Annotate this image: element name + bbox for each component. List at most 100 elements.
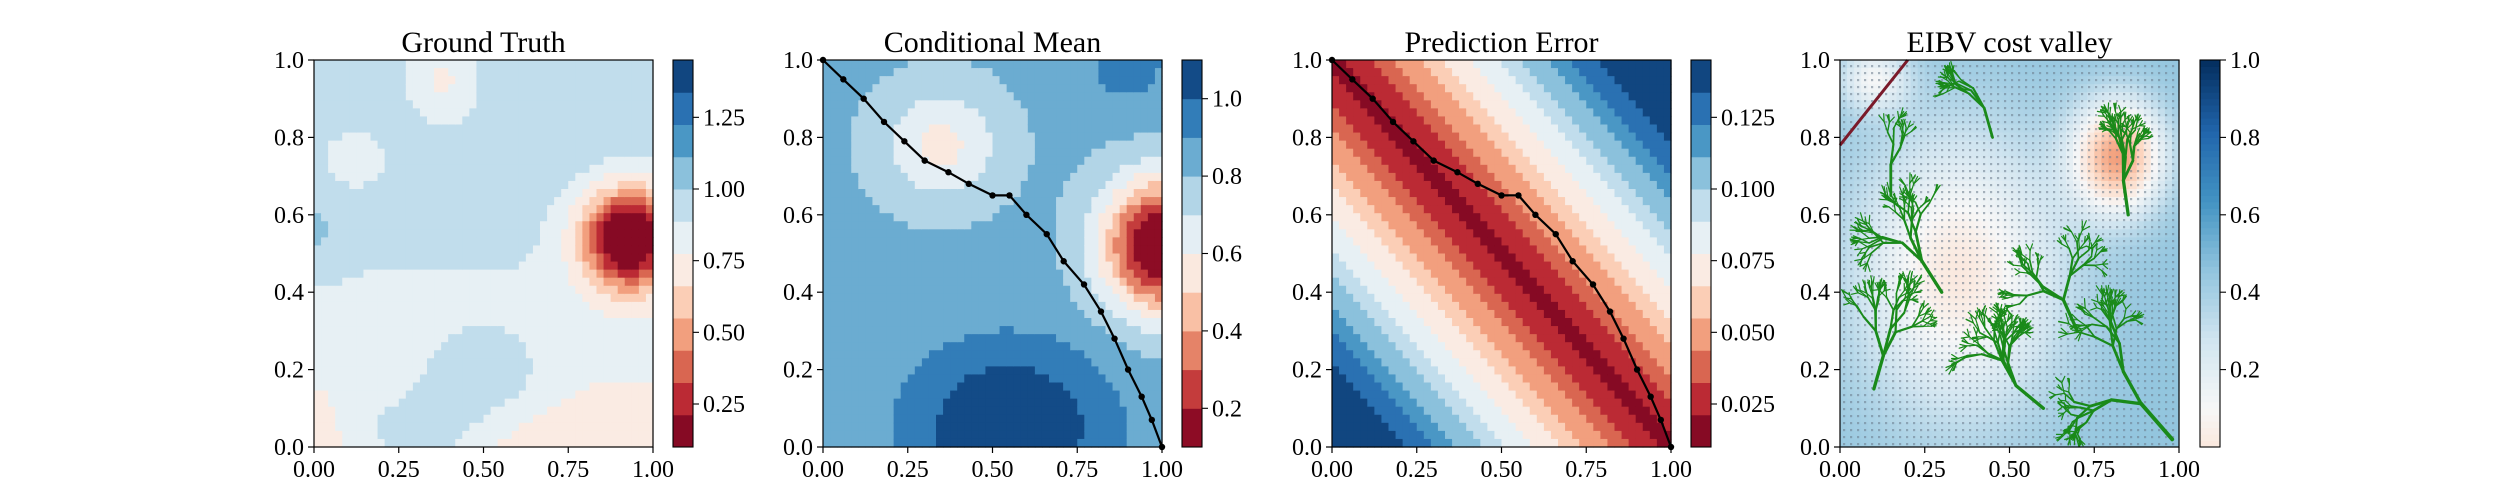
- field-cell: [391, 406, 400, 416]
- field-cell: [1098, 342, 1107, 351]
- field-cell: [1034, 301, 1043, 311]
- field-cell: [483, 156, 492, 166]
- field-cell: [1013, 414, 1022, 424]
- field-cell: [1049, 197, 1057, 206]
- field-cell: [525, 172, 534, 182]
- field-cell: [1027, 84, 1036, 93]
- field-cell: [391, 334, 400, 343]
- field-cell: [328, 414, 336, 424]
- field-cell: [596, 430, 605, 440]
- field-cell: [610, 140, 619, 150]
- field-cell: [561, 76, 569, 85]
- field-cell: [837, 180, 845, 190]
- colorbar-tick-label: 0.2: [1212, 396, 1242, 422]
- field-cell: [999, 92, 1008, 101]
- field-cell: [335, 124, 343, 134]
- field-cell: [1056, 342, 1064, 351]
- field-cell: [921, 382, 930, 392]
- field-cell: [928, 406, 937, 416]
- field-cell: [1105, 189, 1114, 198]
- field-cell: [978, 390, 987, 400]
- field-cell: [377, 140, 386, 150]
- field-cell: [1140, 261, 1149, 271]
- x-tick-label: 0.75: [547, 457, 589, 483]
- field-cell: [928, 229, 937, 238]
- field-cell: [328, 100, 336, 109]
- field-cell: [1063, 108, 1071, 118]
- field-cell: [356, 189, 365, 198]
- field-cell: [844, 261, 852, 271]
- field-cell: [596, 84, 605, 93]
- field-cell: [504, 92, 513, 101]
- field-cell: [1027, 205, 1036, 214]
- field-cell: [589, 253, 598, 263]
- field-cell: [469, 68, 478, 77]
- field-cell: [342, 180, 350, 190]
- field-cell: [1346, 382, 1354, 392]
- field-cell: [631, 390, 640, 400]
- field-cell: [547, 269, 555, 279]
- field-cell: [1063, 438, 1071, 448]
- field-cell: [858, 293, 866, 303]
- field-cell: [1140, 414, 1149, 424]
- field-cell: [1332, 221, 1340, 230]
- field-cell: [384, 213, 393, 222]
- field-cell: [1154, 180, 1163, 190]
- field-cell: [1140, 285, 1149, 295]
- field-cell: [370, 180, 379, 190]
- field-cell: [554, 197, 562, 206]
- field-cell: [568, 261, 576, 271]
- field-cell: [1346, 350, 1354, 359]
- field-cell: [1013, 382, 1022, 392]
- field-cell: [872, 350, 881, 359]
- field-cell: [921, 84, 930, 93]
- field-cell: [427, 253, 435, 263]
- field-cell: [476, 245, 485, 255]
- field-cell: [1346, 108, 1354, 118]
- colorbar-tick-label: 1.0: [1212, 87, 1242, 113]
- field-cell: [645, 414, 654, 424]
- field-cell: [575, 261, 583, 271]
- field-cell: [1091, 132, 1100, 142]
- y-tick-label: 0.0: [783, 435, 813, 461]
- field-cell: [1112, 326, 1121, 335]
- field-cell: [1126, 213, 1135, 222]
- field-cell: [1084, 237, 1092, 247]
- field-cell: [434, 438, 442, 448]
- field-cell: [1013, 318, 1022, 327]
- field-cell: [1360, 414, 1368, 424]
- field-cell: [384, 350, 393, 359]
- field-cell: [1006, 116, 1015, 126]
- field-cell: [434, 229, 442, 238]
- field-cell: [314, 84, 322, 93]
- field-cell: [356, 277, 365, 287]
- field-cell: [370, 293, 379, 303]
- field-cell: [872, 318, 881, 327]
- field-cell: [631, 301, 640, 311]
- field-cell: [645, 390, 654, 400]
- field-cell: [957, 430, 965, 440]
- field-cell: [1013, 253, 1022, 263]
- field-cell: [844, 189, 852, 198]
- field-cell: [971, 285, 979, 295]
- colorbar-band: [673, 156, 693, 190]
- field-cell: [321, 156, 329, 166]
- field-cell: [554, 382, 562, 392]
- field-cell: [1020, 172, 1029, 182]
- field-cell: [483, 221, 492, 230]
- field-cell: [872, 221, 881, 230]
- field-cell: [476, 350, 485, 359]
- field-cell: [1077, 414, 1085, 424]
- field-cell: [434, 309, 442, 319]
- field-cell: [370, 366, 379, 376]
- field-cell: [1077, 390, 1085, 400]
- field-cell: [335, 374, 343, 384]
- field-cell: [504, 261, 513, 271]
- field-cell: [561, 261, 569, 271]
- field-cell: [314, 438, 322, 448]
- field-cell: [865, 76, 874, 85]
- field-cell: [1013, 366, 1022, 376]
- field-cell: [582, 60, 591, 69]
- field-cell: [1020, 277, 1029, 287]
- field-cell: [462, 342, 470, 351]
